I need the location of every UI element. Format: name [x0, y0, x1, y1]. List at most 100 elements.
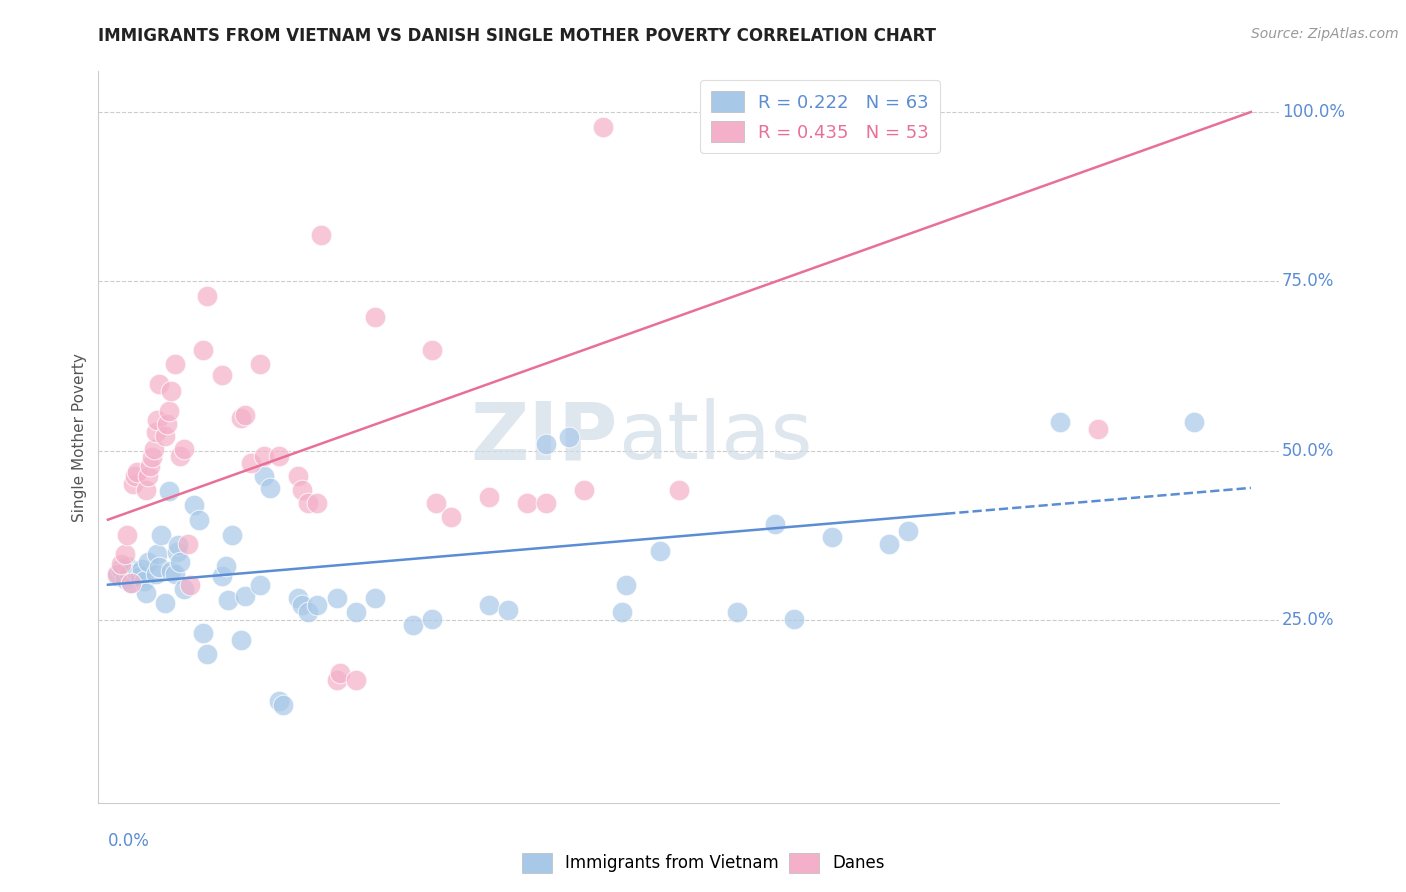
- Point: [311, 228, 333, 243]
- Point: [120, 575, 142, 590]
- Point: [146, 413, 169, 427]
- Point: [115, 558, 138, 573]
- Point: [157, 484, 180, 499]
- Point: [516, 496, 538, 510]
- Legend: R = 0.222   N = 63, R = 0.435   N = 53: R = 0.222 N = 63, R = 0.435 N = 53: [700, 80, 939, 153]
- Point: [231, 411, 253, 425]
- Point: [253, 449, 276, 463]
- Point: [110, 562, 132, 576]
- Y-axis label: Single Mother Poverty: Single Mother Poverty: [72, 352, 87, 522]
- Point: [363, 591, 385, 606]
- Point: [183, 498, 205, 512]
- Point: [1087, 422, 1109, 436]
- Point: [115, 528, 138, 542]
- Point: [211, 368, 233, 382]
- Point: [124, 469, 146, 483]
- Point: [153, 428, 176, 442]
- Point: [193, 343, 215, 358]
- Point: [897, 524, 920, 538]
- Point: [193, 626, 215, 640]
- Point: [110, 558, 132, 572]
- Point: [233, 589, 256, 603]
- Point: [259, 481, 281, 495]
- Point: [307, 496, 329, 510]
- Point: [188, 513, 211, 527]
- Text: 0.0%: 0.0%: [108, 832, 150, 850]
- Point: [145, 425, 167, 439]
- Point: [1182, 415, 1205, 429]
- Point: [440, 510, 463, 524]
- Text: atlas: atlas: [619, 398, 813, 476]
- Point: [425, 496, 447, 510]
- Point: [215, 558, 238, 573]
- Point: [287, 591, 309, 605]
- Point: [558, 430, 581, 444]
- Point: [157, 404, 180, 418]
- Point: [233, 409, 256, 423]
- Point: [221, 528, 243, 542]
- Point: [402, 618, 425, 632]
- Point: [496, 603, 519, 617]
- Point: [135, 586, 157, 600]
- Point: [169, 449, 191, 463]
- Point: [231, 633, 253, 648]
- Text: Source: ZipAtlas.com: Source: ZipAtlas.com: [1251, 27, 1399, 41]
- Point: [173, 582, 195, 597]
- Point: [253, 469, 276, 483]
- Point: [269, 449, 291, 463]
- Point: [821, 530, 844, 544]
- Point: [269, 694, 291, 708]
- Point: [131, 562, 153, 576]
- Point: [725, 605, 748, 619]
- Point: [145, 566, 167, 581]
- Point: [420, 611, 443, 625]
- Point: [1049, 415, 1071, 429]
- Point: [120, 575, 142, 590]
- Point: [287, 469, 309, 483]
- Point: [650, 544, 672, 558]
- Point: [668, 483, 690, 497]
- Point: [166, 545, 188, 559]
- Point: [141, 450, 163, 465]
- Point: [150, 528, 173, 542]
- Point: [271, 698, 294, 712]
- Point: [217, 592, 239, 607]
- Point: [173, 442, 195, 457]
- Text: 25.0%: 25.0%: [1282, 611, 1334, 629]
- Point: [148, 377, 170, 392]
- Point: [148, 560, 170, 574]
- Point: [179, 578, 201, 592]
- Point: [249, 578, 271, 592]
- Text: 50.0%: 50.0%: [1282, 442, 1334, 459]
- Point: [363, 310, 385, 324]
- Point: [572, 483, 595, 497]
- Point: [325, 673, 347, 687]
- Text: 100.0%: 100.0%: [1282, 103, 1344, 121]
- Point: [163, 357, 186, 371]
- Point: [167, 538, 190, 552]
- Point: [478, 490, 501, 504]
- Point: [211, 569, 233, 583]
- Point: [135, 483, 157, 497]
- Text: IMMIGRANTS FROM VIETNAM VS DANISH SINGLE MOTHER POVERTY CORRELATION CHART: IMMIGRANTS FROM VIETNAM VS DANISH SINGLE…: [98, 27, 936, 45]
- Point: [159, 384, 181, 398]
- Point: [614, 578, 637, 592]
- Point: [107, 569, 129, 583]
- Point: [125, 566, 148, 580]
- Point: [114, 547, 136, 561]
- Point: [534, 437, 557, 451]
- Point: [877, 537, 900, 551]
- Point: [291, 483, 314, 497]
- Point: [114, 572, 136, 586]
- Point: [307, 598, 329, 612]
- Point: [344, 605, 367, 619]
- Point: [329, 665, 352, 680]
- Point: [325, 591, 347, 606]
- Point: [592, 120, 614, 134]
- Point: [107, 566, 129, 581]
- Point: [136, 555, 159, 569]
- Point: [783, 611, 806, 625]
- Point: [121, 477, 143, 491]
- Point: [297, 496, 319, 510]
- Point: [134, 574, 156, 588]
